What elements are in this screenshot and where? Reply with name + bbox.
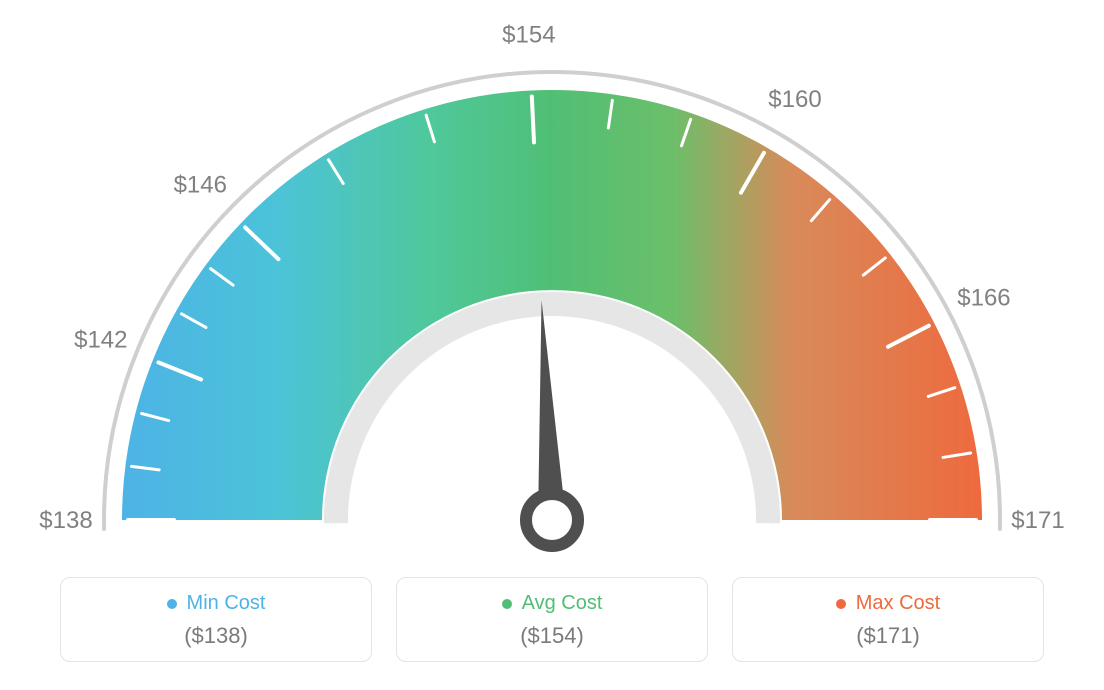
legend-dot-icon	[167, 599, 177, 609]
gauge-tick-label: $166	[957, 284, 1010, 311]
gauge-svg: $138 $142 $146 $154 $160 $166 $171	[0, 0, 1104, 560]
legend-value: ($138)	[71, 623, 361, 649]
gauge-needle	[538, 300, 566, 520]
gauge-tick-label: $146	[174, 172, 227, 199]
gauge-tick-label: $160	[768, 86, 821, 113]
chart-stage: $138 $142 $146 $154 $160 $166 $171 Min Cost ($…	[0, 0, 1104, 690]
legend-title: Avg Cost	[502, 592, 603, 615]
gauge-tick-label: $154	[502, 22, 555, 49]
legend-title: Min Cost	[167, 592, 266, 615]
gauge-hub-icon	[526, 494, 578, 546]
gauge-tick-label: $171	[1011, 507, 1064, 534]
legend-label: Avg Cost	[522, 592, 603, 615]
legend-row: Min Cost ($138) Avg Cost ($154) Max Cost…	[60, 577, 1044, 662]
gauge-chart: $138 $142 $146 $154 $160 $166 $171	[0, 0, 1104, 560]
legend-value: ($171)	[743, 623, 1033, 649]
legend-dot-icon	[836, 599, 846, 609]
legend-card-min: Min Cost ($138)	[60, 577, 372, 662]
legend-dot-icon	[502, 599, 512, 609]
legend-card-max: Max Cost ($171)	[732, 577, 1044, 662]
gauge-tick-label: $138	[39, 507, 92, 534]
legend-title: Max Cost	[836, 592, 940, 615]
legend-value: ($154)	[407, 623, 697, 649]
gauge-tick-label: $142	[74, 326, 127, 353]
legend-label: Min Cost	[187, 592, 266, 615]
legend-card-avg: Avg Cost ($154)	[396, 577, 708, 662]
legend-label: Max Cost	[856, 592, 940, 615]
